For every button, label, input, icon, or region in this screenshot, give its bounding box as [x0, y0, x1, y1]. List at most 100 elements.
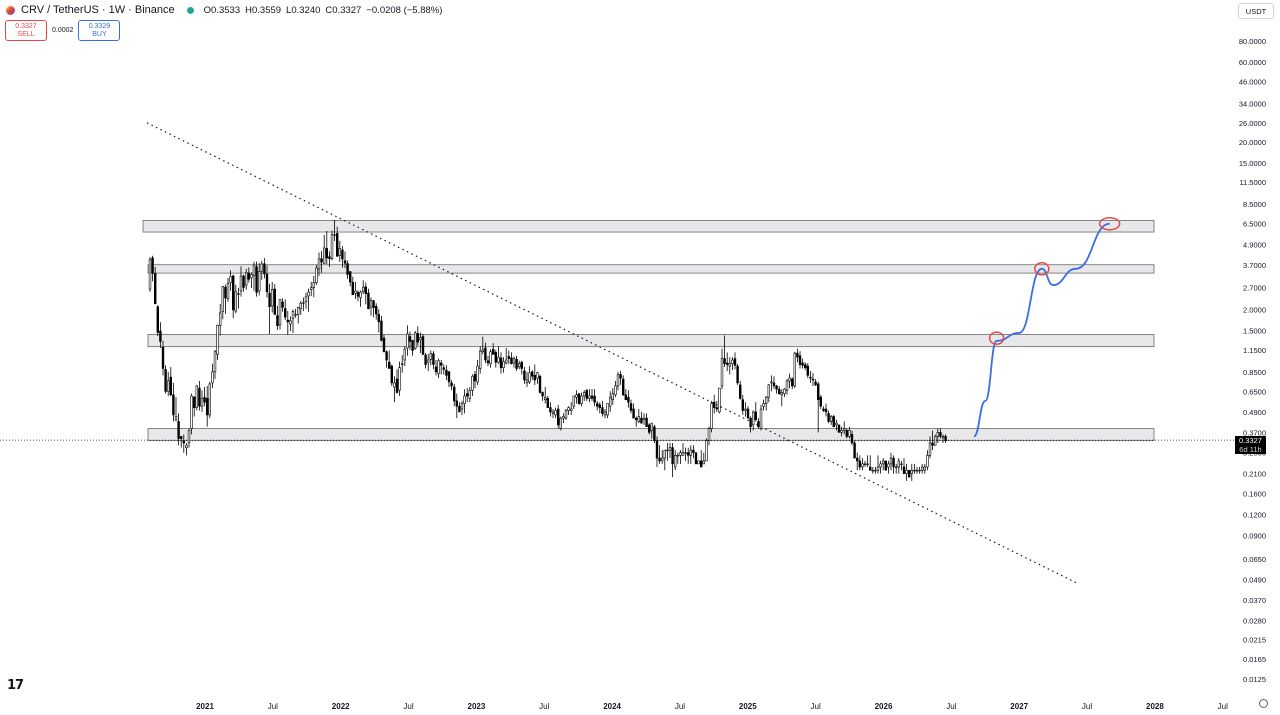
candle-body-down [598, 404, 602, 408]
candle-body-down [206, 398, 209, 416]
candle [180, 436, 183, 448]
candle-body-up [835, 422, 838, 426]
candle-body-up [185, 444, 188, 448]
candle [658, 445, 661, 464]
x-tick-label: 2022 [332, 702, 350, 711]
candle [858, 455, 862, 471]
candle-body-down [348, 271, 352, 283]
candle [473, 370, 477, 389]
candle-body-down [741, 399, 745, 411]
candle [640, 411, 643, 424]
candle [894, 463, 898, 474]
candle-body-down [387, 361, 391, 369]
candle-body-up [936, 432, 940, 437]
candle-body-down [395, 378, 399, 393]
candle-body-down [853, 442, 856, 459]
candle [868, 455, 872, 471]
candle-body-up [702, 460, 706, 465]
close-label: C [325, 4, 333, 16]
candle-body-up [200, 398, 204, 407]
candle [325, 230, 328, 265]
buy-button[interactable]: 0.3329 BUY [78, 20, 121, 41]
candle [590, 389, 594, 401]
candle-body-down [858, 460, 862, 468]
high-label: H [245, 4, 252, 16]
symbol-title[interactable]: CRV / TetherUS · 1W · Binance [21, 4, 175, 16]
y-tick-label: 0.0125 [1243, 675, 1266, 684]
candle-body-up [302, 302, 305, 304]
candle-body-down [237, 293, 240, 295]
candle-body-up [764, 396, 768, 404]
candle-body-up [219, 312, 222, 326]
candle-body-up [923, 466, 927, 471]
candle [372, 300, 375, 318]
candle-body-down [442, 367, 445, 370]
candle [835, 419, 838, 431]
candle [463, 389, 466, 414]
candle-body-up [679, 452, 682, 456]
candle [887, 460, 890, 474]
candle [923, 463, 927, 474]
candle [148, 257, 152, 292]
candle-body-up [413, 332, 417, 349]
candle-body-up [887, 463, 890, 468]
candle-body-down [907, 469, 911, 478]
candle-body-up [299, 302, 302, 310]
candle-body-up [369, 300, 373, 308]
candle [731, 357, 734, 371]
candle [650, 422, 654, 439]
trendline-line [146, 122, 1080, 585]
candle-body-up [926, 455, 929, 468]
x-tick-label: Jul [1082, 702, 1092, 711]
candle-body-down [411, 340, 414, 351]
currency-selector[interactable]: USDT [1238, 3, 1274, 19]
candle [879, 460, 882, 474]
candle [749, 416, 752, 433]
x-tick-label: 2021 [196, 702, 214, 711]
y-tick-label: 8.5000 [1243, 200, 1266, 209]
candle-body-up [245, 272, 248, 286]
candle [294, 308, 297, 318]
candle-body-down [530, 371, 534, 377]
change-value: −0.0208 (−5.88%) [366, 4, 443, 16]
candle-body-down [328, 256, 331, 260]
candle-body-up [564, 410, 568, 419]
candle [538, 374, 542, 394]
candle [871, 466, 875, 474]
candle-body-up [933, 436, 937, 446]
candle-body-down [520, 361, 524, 369]
candle [507, 350, 510, 364]
candle [741, 394, 745, 415]
candle [840, 426, 843, 437]
candle-body-down [738, 384, 742, 399]
candle-body-up [710, 403, 713, 429]
y-tick-label: 0.0900 [1243, 531, 1266, 540]
candle-body-up [489, 351, 492, 365]
candle [154, 266, 157, 305]
close-value: 0.3327 [332, 4, 362, 16]
candle [172, 382, 175, 422]
sell-button[interactable]: 0.3327 SELL [5, 20, 47, 41]
candle [309, 281, 313, 296]
candle-body-up [650, 422, 654, 431]
candle [796, 348, 799, 363]
candle [491, 343, 495, 355]
candle-body-up [889, 457, 893, 465]
candle-body-down [777, 388, 781, 394]
candle-body-down [715, 407, 719, 410]
candle [416, 326, 419, 346]
y-tick-label: 0.0490 [1243, 576, 1266, 585]
candle [356, 290, 360, 302]
candle-body-down [819, 396, 823, 407]
candle-body-down [439, 362, 443, 366]
candle [185, 442, 188, 456]
tradingview-logo-icon[interactable]: 17 [7, 678, 24, 693]
candle-body-up [848, 430, 851, 437]
candle [520, 360, 524, 375]
candle [291, 309, 295, 333]
candle-body-down [445, 369, 448, 376]
candle [273, 284, 276, 315]
candle [601, 400, 604, 417]
settings-gear-icon[interactable] [1259, 699, 1268, 708]
